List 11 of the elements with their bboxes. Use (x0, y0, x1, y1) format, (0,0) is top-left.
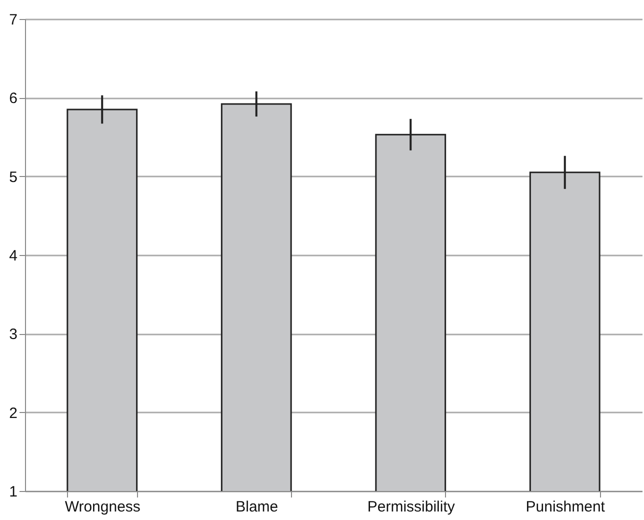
y-tick-label: 5 (9, 168, 18, 186)
x-tick-label: Punishment (526, 498, 606, 516)
y-tick-label: 2 (9, 404, 18, 422)
x-tick-label: Permissibility (367, 498, 456, 516)
x-tick-label: Wrongness (64, 498, 140, 516)
x-tick-label: Blame (236, 498, 278, 516)
y-tick-label: 7 (9, 12, 18, 28)
y-tick-label: 4 (9, 248, 18, 264)
y-tick-label: 6 (9, 90, 18, 108)
y-tick-label: 1 (9, 484, 18, 500)
y-tick-label: 3 (9, 326, 18, 344)
